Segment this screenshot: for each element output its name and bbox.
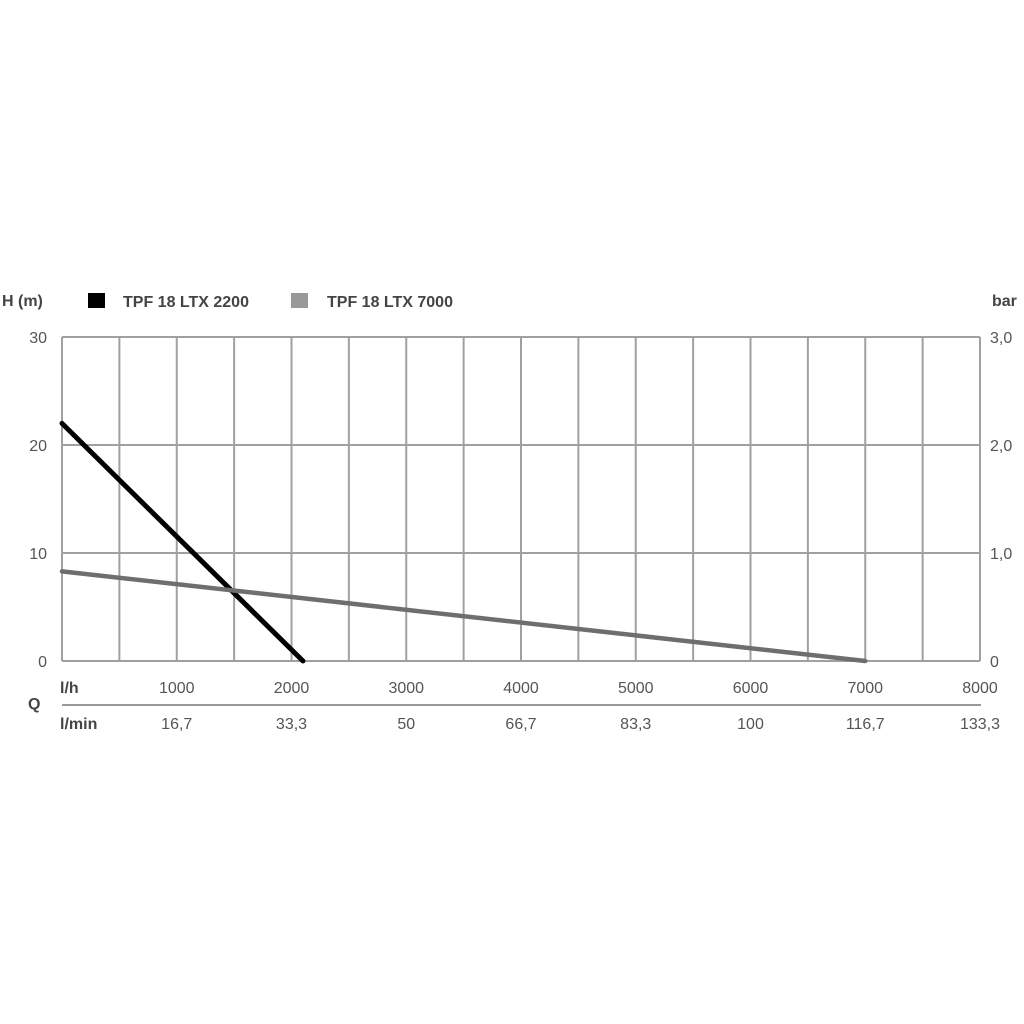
x-tick-label-lmin: 66,7 <box>505 716 536 733</box>
tick-labels: 0 10 20 30 0 1,0 2,0 3,0 1000 2000 3000 4000 5000 600… <box>29 330 1012 733</box>
x-tick-label-lh: 5000 <box>618 680 654 697</box>
x-tick-label-lmin: 133,3 <box>960 716 1000 733</box>
y-tick-label-right: 2,0 <box>990 438 1012 455</box>
x-axis-separator <box>62 704 981 706</box>
y-axis-right-label: bar <box>992 293 1017 310</box>
legend-label-7000: TPF 18 LTX 7000 <box>327 294 453 311</box>
y-tick-label-left: 10 <box>29 546 47 563</box>
x-tick-label-lmin: 33,3 <box>276 716 307 733</box>
x-tick-label-lmin: 116,7 <box>846 716 885 733</box>
x-tick-label-lmin: 83,3 <box>620 716 651 733</box>
x-tick-label-lh: 2000 <box>274 680 310 697</box>
series-lines <box>59 420 868 664</box>
x-unit-lmin: l/min <box>60 716 97 733</box>
legend-label-2200: TPF 18 LTX 2200 <box>123 294 249 311</box>
x-tick-label-lh: 4000 <box>503 680 539 697</box>
x-tick-label-lh: 1000 <box>159 680 195 697</box>
legend-swatch-2200 <box>88 293 105 308</box>
x-tick-label-lh: 8000 <box>962 680 998 697</box>
x-tick-label-lh: 6000 <box>733 680 769 697</box>
y-tick-label-right: 0 <box>990 654 999 671</box>
y-tick-label-right: 3,0 <box>990 330 1012 347</box>
x-tick-label-lmin: 100 <box>737 716 764 733</box>
legend-swatch-7000 <box>291 293 308 308</box>
x-tick-label-lmin: 16,7 <box>161 716 192 733</box>
y-tick-label-left: 0 <box>38 654 47 671</box>
legend: TPF 18 LTX 2200 TPF 18 LTX 7000 <box>88 293 453 311</box>
y-tick-label-right: 1,0 <box>990 546 1012 563</box>
x-tick-label-lh: 7000 <box>847 680 883 697</box>
series-line-tpf-18-ltx-2200 <box>59 420 306 664</box>
x-unit-lh: l/h <box>60 680 79 697</box>
series-line-tpf-18-ltx-7000 <box>59 569 868 664</box>
y-axis-left-label: H (m) <box>2 293 43 310</box>
y-tick-label-left: 20 <box>29 438 47 455</box>
x-tick-label-lmin: 50 <box>397 716 415 733</box>
y-tick-label-left: 30 <box>29 330 47 347</box>
x-axis-label: Q <box>28 696 40 713</box>
axis-labels: H (m) bar Q l/h l/min <box>2 293 1017 733</box>
x-tick-label-lh: 3000 <box>388 680 424 697</box>
grid <box>61 336 981 662</box>
